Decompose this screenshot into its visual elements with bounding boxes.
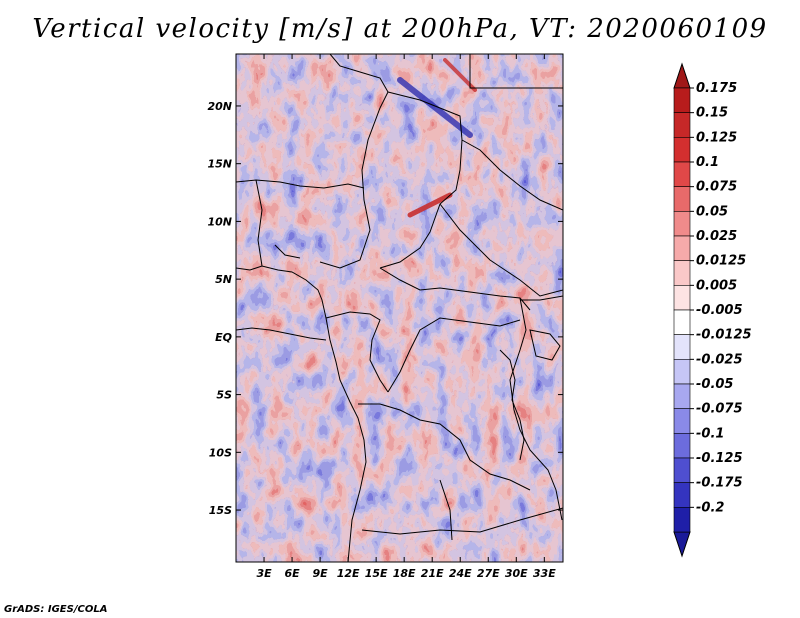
- lat-label: 10N: [207, 215, 232, 228]
- map-frame: [235, 53, 564, 563]
- colorbar-swatch: [673, 235, 691, 261]
- colorbar-label: 0.15: [696, 106, 728, 121]
- border-chad: [379, 91, 463, 269]
- border-car: [379, 267, 531, 311]
- colorbar-bottom-arrow: [673, 531, 691, 558]
- colorbar-label: 0.1: [696, 155, 719, 170]
- lake-tanganyika: [499, 349, 525, 461]
- strong-downdraft-streak: [397, 77, 473, 138]
- lon-label: 27E: [477, 567, 500, 580]
- colorbar-label: 0.075: [696, 180, 737, 195]
- colorbar-top-arrow: [673, 62, 691, 89]
- colorbar-label: -0.1: [696, 426, 724, 441]
- lat-label: EQ: [215, 331, 232, 344]
- colorbar-label: 0.175: [696, 81, 737, 96]
- border-angola-south: [361, 507, 563, 535]
- lon-label: 15E: [365, 567, 388, 580]
- lon-label: 9E: [312, 567, 328, 580]
- border-congo: [325, 311, 389, 393]
- border-east: [520, 295, 563, 301]
- border-zambia: [439, 479, 453, 541]
- lon-label: 33E: [533, 567, 556, 580]
- border-drc-east: [509, 297, 563, 521]
- colorbar-label: 0.05: [696, 204, 728, 219]
- border-libya-egypt: [469, 54, 563, 89]
- colorbar-swatch: [673, 186, 691, 212]
- border-niger-nigeria: [319, 54, 389, 269]
- colorbar-label: 0.005: [696, 278, 737, 293]
- lat-label: 15N: [207, 158, 232, 171]
- lat-label: 5N: [215, 273, 232, 286]
- lon-label: 18E: [393, 567, 416, 580]
- country-boundaries: [236, 54, 563, 562]
- lat-label: 15S: [209, 504, 232, 517]
- colorbar-swatch: [673, 211, 691, 237]
- lat-label: 20N: [207, 100, 232, 113]
- colorbar-swatch: [673, 87, 691, 113]
- colorbar-swatch: [673, 260, 691, 286]
- colorbar-label: -0.2: [696, 500, 724, 515]
- colorbar-label: -0.025: [696, 352, 743, 367]
- strong-updraft-streak: [407, 192, 453, 218]
- gulf-coast: [236, 327, 327, 341]
- lake-victoria: [529, 329, 561, 361]
- border-angola-drc: [358, 403, 531, 491]
- colorbar-label: 0.025: [696, 229, 737, 244]
- grads-credit: GrADS: IGES/COLA: [4, 604, 108, 615]
- colorbar-swatch: [673, 112, 691, 138]
- colorbar-swatch: [673, 309, 691, 335]
- colorbar: 0.175 0.15 0.125 0.1 0.075 0.05 0.025 0.0125 0.0…: [673, 62, 752, 558]
- colorbar-label: 0.0125: [696, 254, 746, 269]
- west-coastline: [236, 265, 367, 562]
- latitude-axis: 20N 15N 10N 5N EQ 5S 10S 15S: [207, 100, 563, 517]
- colorbar-swatch: [673, 161, 691, 187]
- lon-label: 3E: [256, 567, 272, 580]
- colorbar-swatch: [673, 285, 691, 311]
- colorbar-swatch: [673, 137, 691, 163]
- lat-label: 5S: [216, 389, 232, 402]
- colorbar-swatch: [673, 359, 691, 385]
- colorbar-swatch: [673, 433, 691, 459]
- lon-label: 12E: [337, 567, 360, 580]
- colorbar-label: 0.125: [696, 130, 737, 145]
- colorbar-swatch: [673, 457, 691, 483]
- lon-label: 21E: [421, 567, 444, 580]
- longitude-axis: 3E 6E 9E 12E 15E 18E 21E 24E 27E 30E 33E: [256, 54, 556, 580]
- border-burkina: [255, 179, 263, 267]
- map-title: Vertical velocity [m/s] at 200hPa, VT: 2…: [32, 14, 768, 44]
- colorbar-label: -0.075: [696, 402, 743, 417]
- lat-label: 10S: [209, 446, 232, 459]
- border-south-sudan: [439, 203, 563, 297]
- colorbar-label: -0.005: [696, 303, 743, 318]
- lon-label: 24E: [449, 567, 472, 580]
- colorbar-label: -0.125: [696, 451, 743, 466]
- border-ghana: [274, 244, 301, 259]
- colorbar-label: -0.0125: [696, 328, 752, 343]
- colorbar-swatch: [673, 507, 691, 533]
- colorbar-swatch: [673, 482, 691, 508]
- border-sudan: [461, 139, 563, 211]
- colorbar-label: -0.05: [696, 377, 733, 392]
- border-drc-north: [387, 317, 521, 393]
- lon-label: 30E: [505, 567, 528, 580]
- colorbar-swatch: [673, 408, 691, 434]
- lon-label: 6E: [284, 567, 300, 580]
- colorbar-swatch: [673, 383, 691, 409]
- velocity-field: [236, 54, 563, 562]
- colorbar-label: -0.175: [696, 476, 743, 491]
- colorbar-swatch: [673, 334, 691, 360]
